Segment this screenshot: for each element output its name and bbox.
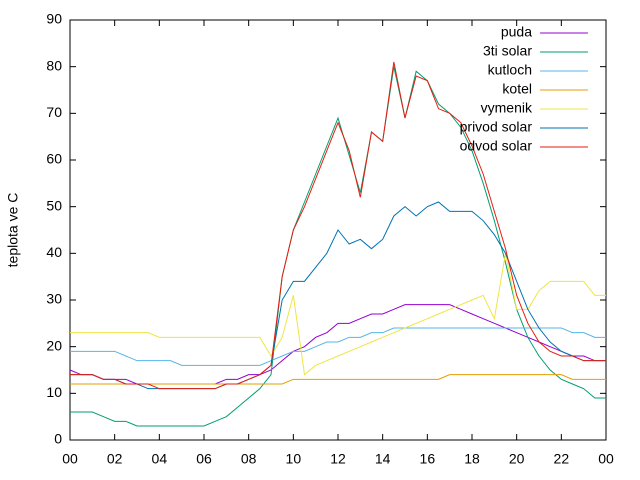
legend-label: puda [501, 24, 532, 40]
y-axis-label: teplota ve C [5, 193, 21, 268]
series-line [70, 253, 606, 376]
x-tick-label: 12 [330, 451, 346, 467]
y-tick-label: 90 [46, 11, 62, 27]
legend-label: kutloch [488, 62, 532, 78]
legend-label: 3ti solar [483, 43, 532, 59]
y-tick-label: 20 [46, 337, 62, 353]
y-tick-label: 40 [46, 244, 62, 260]
x-tick-label: 18 [464, 451, 480, 467]
y-tick-label: 0 [54, 431, 62, 447]
x-tick-label: 00 [598, 451, 614, 467]
series-line [70, 374, 606, 385]
x-tick-label: 10 [286, 451, 302, 467]
x-tick-label: 20 [509, 451, 525, 467]
series-line [70, 61, 606, 390]
y-tick-label: 10 [46, 384, 62, 400]
x-tick-label: 02 [107, 451, 123, 467]
y-tick-label: 30 [46, 291, 62, 307]
x-tick-label: 14 [375, 451, 391, 467]
y-tick-label: 50 [46, 197, 62, 213]
legend-label: kotel [502, 81, 532, 97]
legend-label: vymenik [481, 100, 533, 116]
y-tick-label: 60 [46, 151, 62, 167]
y-tick-label: 80 [46, 57, 62, 73]
x-tick-label: 00 [62, 451, 78, 467]
x-tick-label: 04 [152, 451, 168, 467]
x-tick-label: 06 [196, 451, 212, 467]
legend-label: privod solar [460, 119, 533, 135]
series-line [70, 327, 606, 366]
y-tick-label: 70 [46, 104, 62, 120]
x-tick-label: 22 [554, 451, 570, 467]
x-tick-label: 16 [420, 451, 436, 467]
legend-label: odvod solar [460, 138, 533, 154]
x-tick-label: 08 [241, 451, 257, 467]
